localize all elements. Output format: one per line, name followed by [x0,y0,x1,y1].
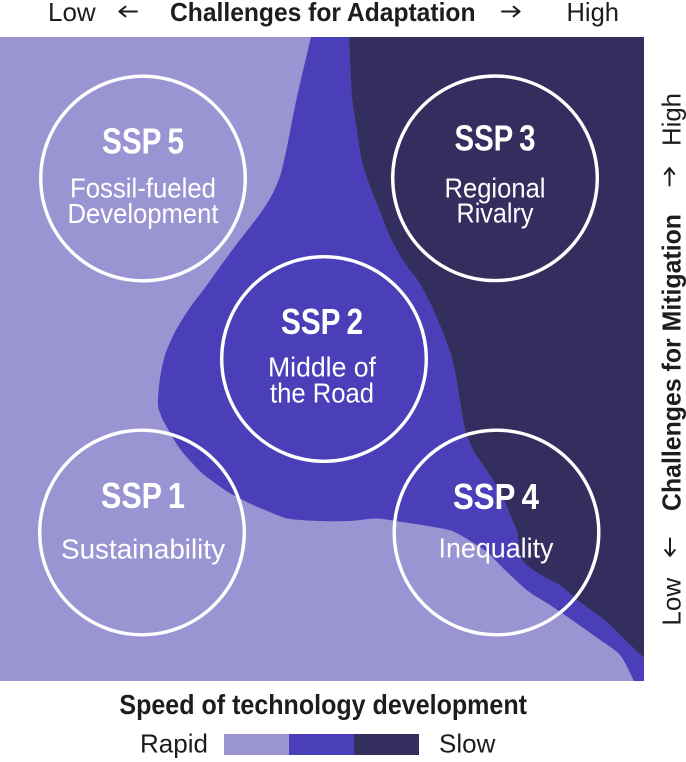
svg-text:Fossil-fueled: Fossil-fueled [70,173,216,204]
svg-text:Low: Low [48,0,96,27]
svg-text:SSP 2: SSP 2 [281,301,363,342]
svg-text:Slow: Slow [439,729,496,759]
svg-text:Middle of: Middle of [268,352,376,383]
svg-text:Inequality: Inequality [439,532,554,563]
svg-text:Challenges for Mitigation: Challenges for Mitigation [657,214,686,511]
svg-text:Sustainability: Sustainability [61,534,225,565]
svg-text:Low: Low [657,578,686,626]
svg-text:SSP 4: SSP 4 [453,476,539,517]
svg-text:Rapid: Rapid [140,729,208,759]
svg-text:Speed of technology developmen: Speed of technology development [119,689,527,720]
svg-text:SSP 5: SSP 5 [102,121,184,162]
svg-text:the Road: the Road [270,378,374,409]
svg-text:Development: Development [68,198,219,229]
svg-text:Regional: Regional [445,172,546,203]
svg-text:Rivalry: Rivalry [457,198,534,229]
svg-text:High: High [657,93,686,146]
svg-text:SSP 3: SSP 3 [455,118,536,159]
svg-text:SSP 1: SSP 1 [101,475,185,516]
svg-text:High: High [567,0,620,27]
svg-text:Challenges for Adaptation: Challenges for Adaptation [170,0,476,27]
